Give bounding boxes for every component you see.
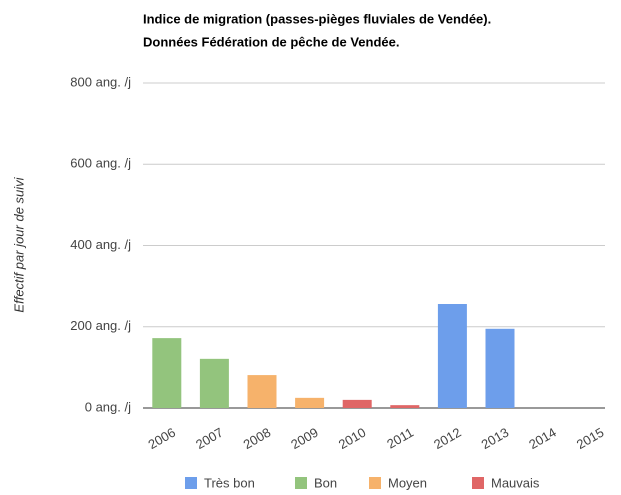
y-tick-label: 800 ang. /j [70, 74, 131, 89]
x-tick-label: 2014 [526, 425, 559, 452]
x-tick-label: 2015 [574, 425, 607, 452]
bar [437, 304, 467, 408]
y-tick-label: 600 ang. /j [70, 156, 131, 171]
x-tick-label: 2012 [431, 425, 464, 452]
chart-title: Indice de migration (passes-pièges fluvi… [143, 11, 491, 26]
legend-swatch [185, 477, 197, 489]
y-tick-label: 0 ang. /j [85, 399, 131, 414]
y-tick-label: 200 ang. /j [70, 318, 131, 333]
legend-label: Bon [314, 475, 337, 490]
x-tick-label: 2011 [384, 425, 416, 452]
bar [342, 399, 372, 408]
x-tick-label: 2013 [479, 425, 512, 452]
legend-swatch [472, 477, 484, 489]
bar [247, 375, 277, 408]
legend-label: Moyen [388, 475, 427, 490]
legend-swatch [369, 477, 381, 489]
legend-swatch [295, 477, 307, 489]
bar [152, 338, 182, 408]
y-tick-label: 400 ang. /j [70, 237, 131, 252]
bar [199, 358, 229, 408]
bar [485, 328, 515, 408]
legend-label: Très bon [204, 475, 255, 490]
x-tick-label: 2008 [241, 425, 274, 452]
x-tick-label: 2007 [193, 425, 226, 452]
bar [295, 397, 325, 408]
x-tick-label: 2009 [288, 425, 321, 452]
bar [390, 405, 420, 408]
chart-subtitle: Données Fédération de pêche de Vendée. [143, 34, 399, 49]
legend-label: Mauvais [491, 475, 540, 490]
y-axis-title: Effectif par jour de suivi [11, 176, 26, 312]
x-tick-label: 2006 [145, 425, 178, 452]
x-tick-label: 2010 [336, 425, 369, 452]
